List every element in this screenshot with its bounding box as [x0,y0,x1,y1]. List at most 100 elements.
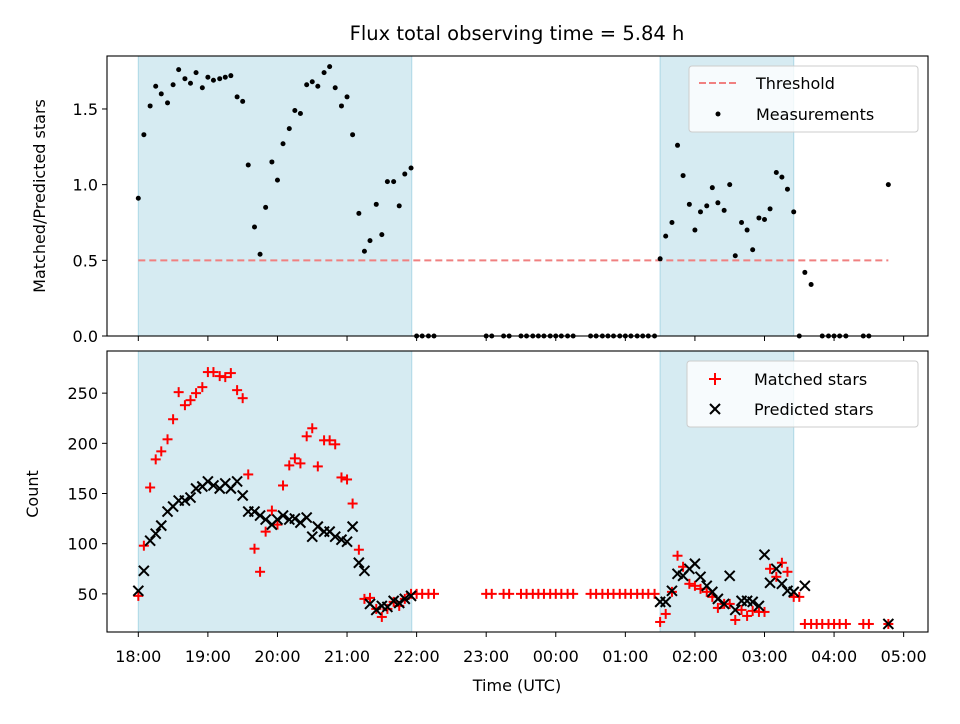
measurement-point [205,74,211,80]
measurement-point [158,91,164,97]
matched-point [359,593,370,604]
matched-point [794,591,805,602]
matched-point [342,474,353,485]
measurement-point [165,100,171,106]
matched-point [765,563,776,574]
predicted-point [202,475,214,488]
matched-point [782,566,793,577]
predicted-point-b [370,604,382,616]
measurement-point [367,238,373,244]
predicted-point-b [138,565,150,577]
predicted-point-b [405,590,417,602]
predicted-point [190,482,202,495]
matched-point [724,598,735,609]
y-tick-label: 1.5 [73,100,98,119]
legend-threshold-label: Threshold [755,74,835,93]
matched-point [284,460,295,471]
top-legend: Threshold Measurements [688,65,919,133]
predicted-point-b [753,600,765,612]
predicted-point-b [155,519,167,532]
matched-point [324,435,335,446]
measurement-point [791,209,797,215]
measurement-point [182,76,188,82]
measurement-point [709,185,715,191]
measurement-point [675,142,681,148]
top-panel: 0.0 0.5 1.0 1.5 Matched/Predicted stars Thr… [30,55,929,346]
matched-point [243,469,254,480]
matched-point [168,414,179,425]
matched-point [504,588,515,599]
predicted-point-b [236,489,249,502]
predicted-point [770,563,783,575]
matched-point [301,431,312,442]
measurement-point [402,171,408,177]
predicted-point-b [788,586,800,598]
measurement-point [756,215,762,221]
predicted-point-b [741,595,753,607]
measurement-point [286,126,292,132]
matched-point [376,611,387,622]
predicted-point-b [671,568,684,580]
predicted-point [346,520,359,533]
x-tick-label: 05:00 [881,647,927,666]
x-tick-label: 23:00 [463,647,509,666]
predicted-point [231,475,243,488]
matched-point [220,372,231,383]
measurement-point [147,103,153,109]
matched-point [660,608,671,619]
predicted-point-b [341,535,353,548]
matched-point [364,592,375,603]
predicted-point [729,604,741,616]
measurement-point [292,107,298,113]
matched-point [353,544,364,555]
y-tick-label: 50 [78,585,98,604]
matched-point [771,571,782,582]
matched-point [266,505,277,516]
matched-point [232,385,243,396]
predicted-point-b [764,577,776,589]
measurement-point [304,82,310,88]
measurement-point [153,83,159,89]
predicted-point-b [387,595,400,607]
y-tick-label: 150 [67,485,98,504]
matched-point [289,453,300,464]
predicted-point-b [353,557,365,569]
predicted-point-b [323,525,336,538]
matched-point [185,395,196,406]
matched-point [214,371,225,382]
measurement-point [779,174,785,180]
x-axis-label: Time (UTC) [472,676,561,695]
predicted-point [179,494,191,507]
predicted-point-b [712,593,724,605]
matched-point [272,519,283,530]
top-y-axis-label: Matched/Predicted stars [30,99,49,293]
predicted-point [236,489,249,502]
measurement-point [802,269,808,275]
measurement-point [199,85,205,91]
measurement-point [657,256,663,262]
measurement-point [767,206,773,212]
matched-point [742,610,753,621]
predicted-point-b [718,598,730,610]
measurement-point [141,132,147,138]
bottom-panel-frame [106,350,929,633]
predicted-point [300,511,313,524]
predicted-point-b [231,475,243,488]
matched-point [173,387,184,398]
y-tick-label: 100 [67,535,98,554]
predicted-point [329,530,341,543]
measurement-point [744,227,750,233]
predicted-point-b [144,534,156,547]
predicted-point-b [306,530,318,543]
matched-point [145,482,156,493]
measurement-point [240,98,246,104]
matched-point [133,590,144,601]
predicted-point [666,585,678,597]
measurement-point [784,186,790,192]
measurement-point [727,182,733,188]
measurement-point [361,248,367,254]
predicted-point-b [254,509,266,522]
predicted-point-b [289,512,301,525]
predicted-point [882,618,895,630]
predicted-point [144,534,156,547]
